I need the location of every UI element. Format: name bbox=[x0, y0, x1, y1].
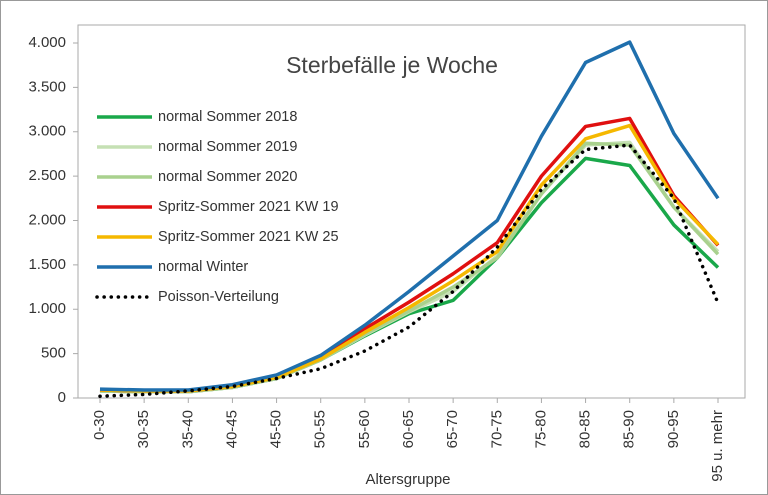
y-tick-label: 0 bbox=[58, 389, 66, 406]
x-tick-label: 0-30 bbox=[91, 410, 108, 440]
legend-label: normal Winter bbox=[158, 259, 248, 275]
y-tick-label: 3.500 bbox=[28, 78, 66, 95]
x-tick-label: 70-75 bbox=[488, 410, 505, 448]
y-tick-label: 2.000 bbox=[28, 211, 66, 228]
plot-border bbox=[77, 24, 746, 399]
series-line bbox=[99, 116, 720, 393]
y-tick-label: 1.500 bbox=[28, 256, 66, 273]
y-tick-label: 4.000 bbox=[28, 34, 66, 51]
legend-label: Spritz-Sommer 2021 KW 19 bbox=[158, 199, 339, 215]
x-tick-label: 80-85 bbox=[577, 410, 594, 448]
x-tick-label: 60-65 bbox=[400, 410, 417, 448]
x-tick-label: 90-95 bbox=[665, 410, 682, 448]
x-tick-label: 45-50 bbox=[268, 410, 285, 448]
chart-title: Sterbefälle je Woche bbox=[286, 52, 498, 78]
legend-label: normal Sommer 2020 bbox=[158, 169, 297, 185]
x-tick-label: 75-80 bbox=[532, 410, 549, 448]
series-line bbox=[99, 156, 720, 394]
x-tick-label: 95 u. mehr bbox=[709, 410, 726, 482]
legend-label: normal Sommer 2019 bbox=[158, 139, 297, 155]
x-tick-label: 35-40 bbox=[179, 410, 196, 448]
x-tick-label: 40-45 bbox=[223, 410, 240, 448]
series-line bbox=[99, 40, 720, 392]
x-axis-label: Altersgruppe bbox=[365, 471, 450, 488]
y-tick-label: 1.000 bbox=[28, 300, 66, 317]
legend-label: normal Sommer 2018 bbox=[158, 109, 297, 125]
series-line bbox=[98, 143, 720, 398]
legend-label: Poisson-Verteilung bbox=[158, 289, 279, 305]
x-tick-label: 85-90 bbox=[621, 410, 638, 448]
y-tick-label: 500 bbox=[41, 345, 66, 362]
legend-label: Spritz-Sommer 2021 KW 25 bbox=[158, 229, 339, 245]
x-tick-label: 50-55 bbox=[312, 410, 329, 448]
y-tick-label: 2.500 bbox=[28, 167, 66, 184]
y-tick-label: 3.000 bbox=[28, 123, 66, 140]
x-tick-label: 65-70 bbox=[444, 410, 461, 448]
x-tick-label: 55-60 bbox=[356, 410, 373, 448]
x-tick-label: 30-35 bbox=[135, 410, 152, 448]
